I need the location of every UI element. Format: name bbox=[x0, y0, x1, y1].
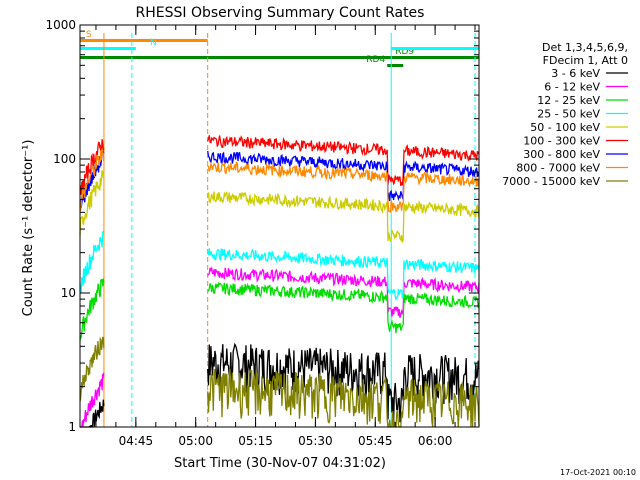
flag-label: S bbox=[86, 30, 92, 40]
legend-entry: 3 - 6 keV bbox=[551, 67, 600, 80]
y-tick-label: 1 bbox=[68, 420, 76, 434]
x-tick-label: 06:00 bbox=[418, 434, 453, 448]
legend-entry: 800 - 7000 keV bbox=[516, 162, 600, 175]
flag-bar-rd9 bbox=[80, 56, 479, 59]
x-tick-label: 05:15 bbox=[238, 434, 273, 448]
series-line bbox=[79, 135, 480, 196]
x-tick-label: 05:45 bbox=[358, 434, 393, 448]
series-line bbox=[79, 278, 480, 341]
flag-label: RD9 bbox=[395, 47, 414, 57]
axes: 1 10 100 1000 04:45 05:00 05:15 05:30 05:45 06:00 bbox=[45, 18, 479, 448]
series-line bbox=[79, 265, 480, 428]
flag-bar-s bbox=[80, 39, 208, 42]
y-tick-label: 10 bbox=[61, 286, 76, 300]
legend-entry: 12 - 25 keV bbox=[537, 94, 600, 107]
legend: Det 1,3,4,5,6,9,FDecim 1, Att 03 - 6 keV… bbox=[502, 41, 628, 188]
data-series bbox=[79, 135, 480, 429]
series-line bbox=[79, 336, 480, 428]
series-line bbox=[79, 170, 480, 243]
y-tick-label: 1000 bbox=[45, 18, 76, 32]
legend-entry: 300 - 800 keV bbox=[523, 148, 600, 161]
footer-timestamp: 17-Oct-2021 00:10 bbox=[560, 468, 636, 477]
x-tick-label: 05:30 bbox=[298, 434, 333, 448]
legend-entry: 50 - 100 keV bbox=[530, 121, 600, 134]
vertical-markers bbox=[103, 33, 476, 427]
x-tick-label: 05:00 bbox=[178, 434, 213, 448]
y-tick-label: 100 bbox=[53, 152, 76, 166]
flag-label: N bbox=[150, 38, 157, 48]
y-axis-label: Count Rate (s⁻¹ detector⁻¹) bbox=[21, 140, 36, 317]
flag-bars: S N RD9 RD4 bbox=[80, 30, 479, 67]
chart-title: RHESSI Observing Summary Count Rates bbox=[136, 5, 425, 21]
flag-label: RD4 bbox=[366, 55, 385, 65]
legend-header: Det 1,3,4,5,6,9, bbox=[542, 41, 628, 54]
legend-entry: 25 - 50 keV bbox=[537, 108, 600, 121]
flag-bar-n bbox=[391, 47, 479, 50]
plot-frame bbox=[79, 24, 480, 428]
legend-entry: 100 - 300 keV bbox=[523, 135, 600, 148]
series-line bbox=[79, 150, 480, 208]
flag-bar-n bbox=[80, 47, 136, 50]
x-axis-label: Start Time (30-Nov-07 04:31:02) bbox=[174, 456, 386, 471]
legend-entry: 6 - 12 keV bbox=[544, 81, 600, 94]
legend-entry: 7000 - 15000 keV bbox=[502, 175, 600, 188]
legend-header: FDecim 1, Att 0 bbox=[543, 54, 628, 67]
flag-bar-rd4 bbox=[387, 64, 404, 67]
x-tick-label: 04:45 bbox=[119, 434, 154, 448]
series-line bbox=[79, 231, 480, 302]
